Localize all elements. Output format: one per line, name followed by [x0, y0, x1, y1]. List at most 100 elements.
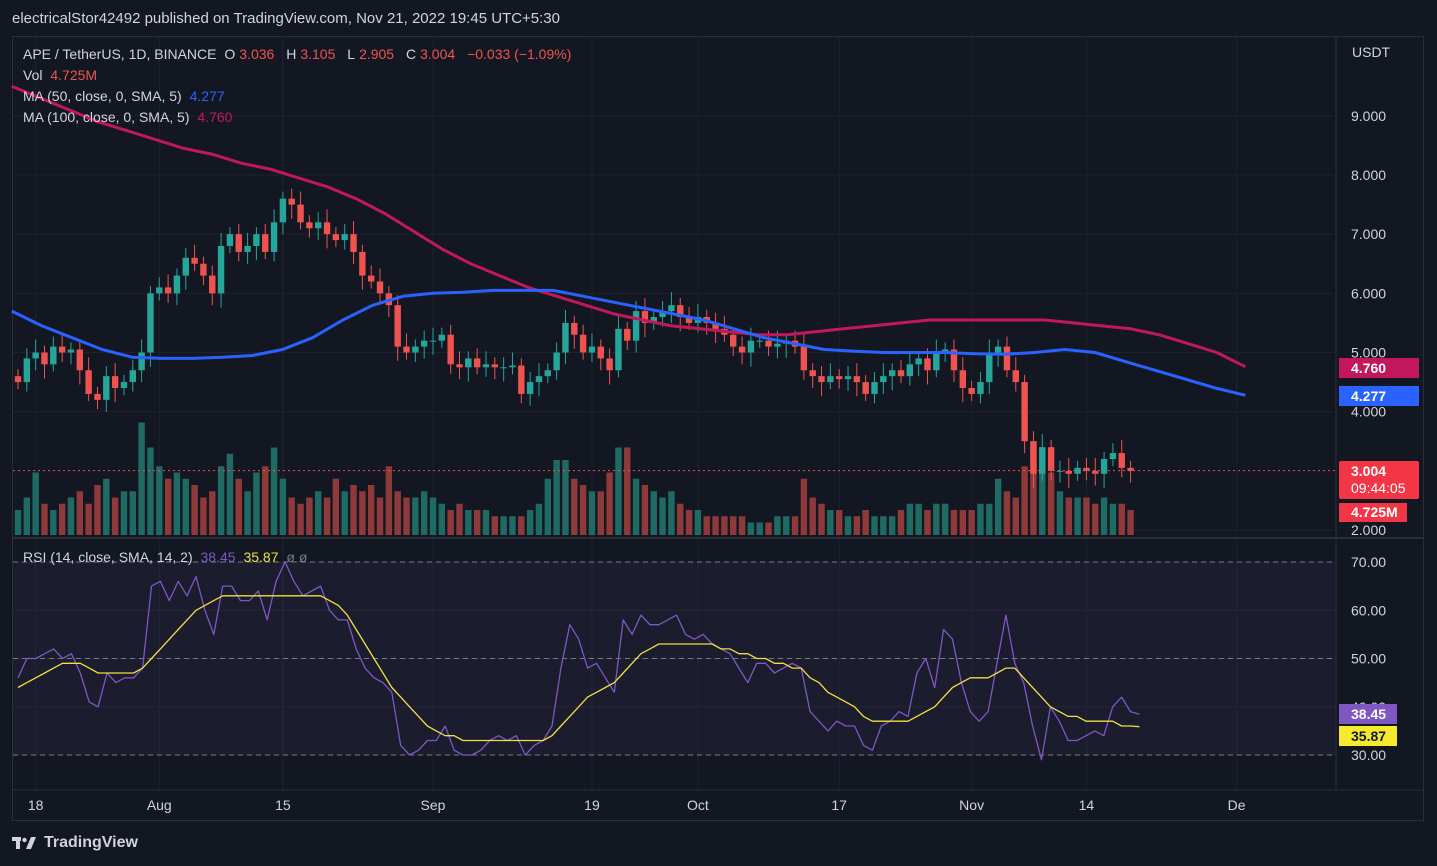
rsi-extra: ø ø	[286, 549, 308, 565]
volume-bar	[253, 472, 260, 535]
rsi-tick-label: 60.00	[1351, 602, 1386, 618]
volume-bar	[359, 491, 366, 535]
volume-bar	[862, 510, 869, 535]
volume-bar	[244, 491, 251, 535]
volume-bar	[412, 497, 419, 535]
candle-body	[412, 346, 419, 353]
volume-bar	[694, 510, 702, 535]
candle-body	[341, 234, 348, 241]
candle-body	[359, 251, 366, 276]
volume-bar	[394, 491, 401, 535]
volume-bar	[730, 516, 737, 535]
candle-body	[67, 349, 75, 353]
time-tick-label: Aug	[147, 797, 172, 813]
volume-bar	[111, 497, 119, 535]
volume-bar	[217, 466, 225, 535]
volume-bar	[429, 497, 437, 535]
time-tick-label: Nov	[959, 797, 984, 813]
volume-bar	[1118, 503, 1125, 535]
ma100-legend: MA (100, close, 0, SMA, 5) 4.760	[23, 109, 236, 125]
volume-bar	[562, 460, 569, 535]
volume-bar	[968, 510, 975, 535]
volume-bar	[1021, 466, 1028, 535]
volume-bar	[897, 510, 905, 535]
volume-bar	[147, 447, 154, 535]
ma100-line	[11, 84, 1247, 369]
price-tick-label: 7.000	[1351, 226, 1386, 242]
candle-body	[871, 382, 878, 394]
candle-body	[632, 311, 640, 341]
candle-body	[526, 382, 534, 394]
volume-bar	[800, 478, 808, 535]
candle-body	[315, 222, 322, 229]
volume-bar	[774, 516, 781, 535]
rsi-line	[17, 561, 1140, 761]
candle-body	[368, 275, 375, 282]
candle-body	[518, 365, 525, 394]
candle-body	[111, 376, 119, 388]
candle-body	[138, 352, 145, 371]
volume-bar	[1109, 503, 1117, 535]
low-value: 2.905	[359, 46, 395, 62]
candle-body	[429, 340, 437, 342]
ma50-legend: MA (50, close, 0, SMA, 5) 4.277	[23, 88, 229, 104]
volume-bar	[500, 516, 507, 535]
volume-bar	[315, 491, 322, 535]
symbol-name: APE / TetherUS, 1D, BINANCE	[23, 46, 217, 62]
candle-body	[800, 346, 808, 371]
candle-body	[1056, 470, 1064, 472]
volume-bar	[818, 503, 825, 535]
volume-bar	[544, 478, 551, 535]
volume-bar	[164, 478, 172, 535]
volume-bar	[403, 497, 410, 535]
ma50-value: 4.277	[189, 88, 225, 104]
candle-body	[209, 275, 216, 294]
volume-bar	[579, 485, 587, 535]
volume-bar	[933, 503, 940, 535]
volume-bar	[1092, 503, 1099, 535]
volume-bar	[1003, 491, 1011, 535]
candle-body	[844, 376, 852, 380]
volume-bar	[721, 516, 728, 535]
candle-body	[323, 222, 331, 235]
candle-body	[332, 234, 340, 241]
candle-body	[738, 346, 746, 353]
rsi-tick-label: 70.00	[1351, 554, 1386, 570]
tradingview-footer[interactable]: TradingView	[12, 834, 138, 852]
volume-bar	[1100, 497, 1108, 535]
rsi-legend: RSI (14, close, SMA, 14, 2) 38.45 35.87 …	[23, 549, 311, 565]
volume-bar	[994, 478, 1002, 535]
chart-frame	[12, 36, 1424, 821]
ma100-tag: 4.760	[1339, 358, 1419, 378]
candle-body	[668, 305, 675, 312]
candle-body	[1047, 447, 1055, 471]
volume-bar	[624, 447, 631, 535]
price-tick-label: 6.000	[1351, 285, 1386, 301]
volume-bar	[270, 447, 278, 535]
candle-body	[1003, 346, 1011, 371]
volume-bar	[262, 466, 269, 535]
time-tick-label: Oct	[687, 797, 709, 813]
volume-bar	[518, 516, 525, 535]
rsi-tag: 38.45	[1339, 704, 1397, 724]
candle-body	[103, 376, 110, 400]
high-label: H	[286, 46, 297, 62]
candle-body	[853, 376, 861, 383]
volume-bar	[297, 503, 304, 535]
volume-bar	[491, 516, 499, 535]
candle-body	[809, 370, 816, 377]
candle-body	[473, 358, 481, 368]
volume-bar	[200, 497, 207, 535]
candle-body	[191, 257, 198, 264]
candle-body	[129, 370, 136, 383]
price-tick-label: 8.000	[1351, 167, 1386, 183]
volume-bar	[712, 516, 719, 535]
ma50-line	[11, 288, 1246, 397]
candle-body	[403, 346, 410, 353]
candle-body	[262, 234, 269, 252]
volume-bar	[341, 491, 348, 535]
volume-bar	[571, 478, 578, 535]
time-tick-label: 19	[584, 797, 600, 813]
countdown-value: 09:44:05	[1351, 480, 1406, 496]
